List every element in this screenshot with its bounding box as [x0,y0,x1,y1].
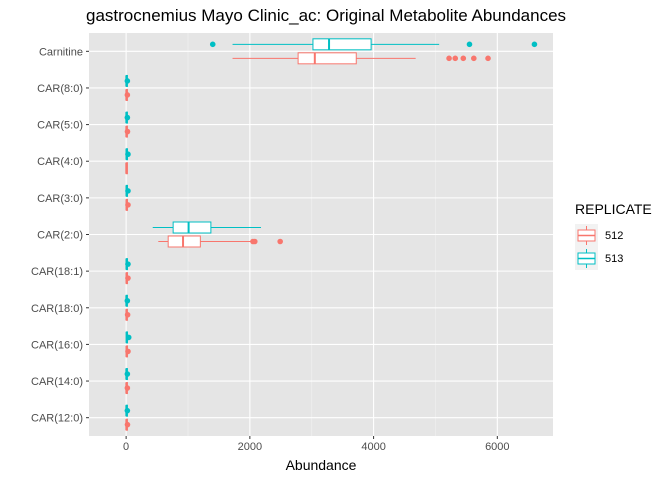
box-512-CAR(8:0) [124,88,131,101]
box-iqr [297,52,357,65]
legend-label: 512 [605,230,623,242]
y-tick-label: CAR(8:0) [37,83,83,95]
y-tick-label: CAR(3:0) [37,193,83,205]
outlier-point [125,261,131,267]
box-512-Carnitine [232,52,491,65]
x-tick-label: 6000 [485,441,509,453]
box-512-CAR(18:0) [124,308,131,321]
outlier-point [466,41,473,48]
outlier-point [471,55,477,62]
outlier-point [446,55,452,62]
box-513-CAR(12:0) [124,404,131,417]
y-tick-label: CAR(18:1) [31,266,83,278]
outlier-point [125,348,131,355]
outlier-point [124,421,131,428]
legend-title: REPLICATE [575,201,652,217]
outlier-point [531,41,538,48]
legend-label: 513 [605,253,623,265]
box-513-CAR(4:0) [125,148,131,161]
box-513-CAR(18:0) [124,294,131,307]
box-513-CAR(8:0) [124,74,131,87]
box-513-CAR(3:0) [125,184,131,197]
y-tick-label: CAR(16:0) [31,339,83,351]
box-513-CAR(14:0) [124,368,131,381]
outlier-point [460,55,467,62]
outlier-point [252,238,258,245]
box-512-CAR(2:0) [158,235,283,248]
y-tick-label: CAR(5:0) [37,120,83,132]
outlier-point [124,114,131,121]
outlier-point [125,188,131,194]
outlier-point [124,371,131,377]
box-512-CAR(12:0) [124,418,131,431]
x-tick-label: 2000 [238,441,262,453]
outlier-point [209,41,216,48]
outlier-point [277,238,283,245]
box-512-CAR(14:0) [124,382,131,395]
box-iqr [312,38,372,51]
box-513-CAR(2:0) [152,221,261,234]
x-axis: 0 2000 4000 6000 [123,436,510,453]
outlier-point [124,311,131,318]
outlier-point [452,55,459,62]
outlier-point [125,151,131,158]
box-iqr [172,221,212,234]
box-512-CAR(16:0) [125,345,131,358]
outlier-point [124,297,131,304]
outlier-point [125,275,131,281]
box-512-CAR(5:0) [124,125,131,138]
box-513-CAR(16:0) [125,331,132,344]
outlier-point [125,202,131,208]
box-513-CAR(18:1) [125,258,131,271]
box-iqr [167,235,201,248]
x-tick-label: 4000 [361,441,385,453]
outlier-point [485,55,491,62]
x-tick-label: 0 [123,441,129,453]
y-tick-label: CAR(4:0) [37,156,83,168]
y-tick-label: CAR(12:0) [31,413,83,425]
box-513-CAR(5:0) [124,111,131,124]
y-axis: Carnitine CAR(8:0) CAR(5:0) CAR(4:0) CAR(3:0… [31,46,89,425]
outlier-point [125,334,132,341]
box-512-CAR(3:0) [125,198,131,211]
y-tick-label: CAR(2:0) [37,230,83,242]
outlier-point [124,407,131,414]
y-tick-label: Carnitine [39,46,83,58]
outlier-point [124,128,131,135]
legend: REPLICATE 512 513 [575,201,652,270]
x-axis-title: Abundance [286,457,357,473]
outlier-point [124,78,131,84]
box-513-Carnitine [209,38,538,51]
grid-lines [89,33,553,436]
y-tick-label: CAR(14:0) [31,376,83,388]
chart-title: gastrocnemius Mayo Clinic_ac: Original M… [86,6,566,25]
outlier-point [124,385,131,391]
box-layer [124,38,538,431]
box-512-CAR(18:1) [125,272,131,285]
outlier-point [124,92,131,98]
box-512-CAR(4:0) [125,162,128,175]
y-tick-label: CAR(18:0) [31,303,83,315]
